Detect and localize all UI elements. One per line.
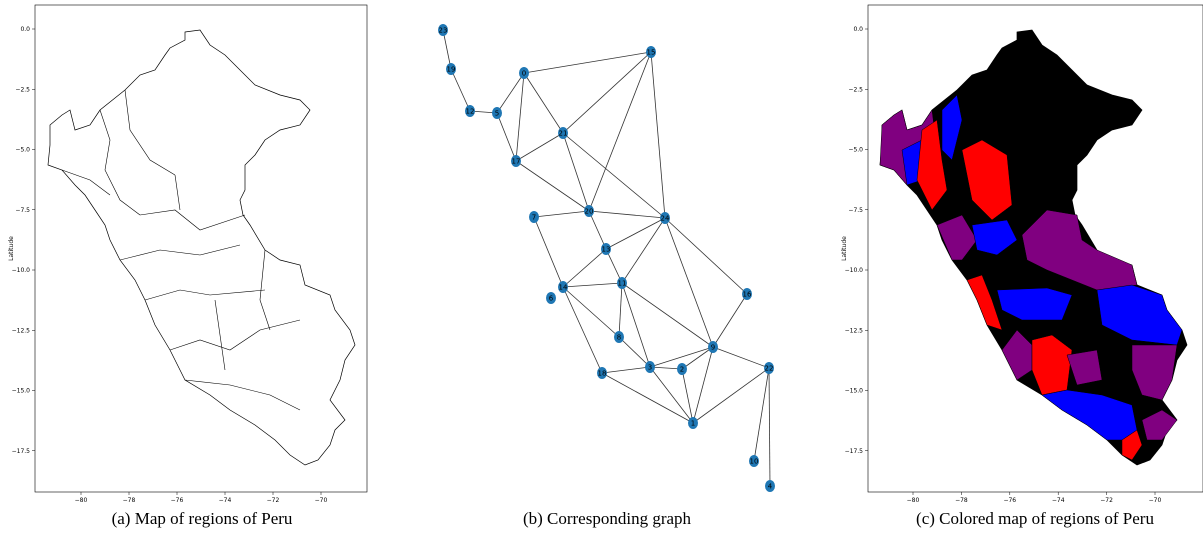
graph-edge (563, 283, 622, 287)
node-label: 5 (495, 110, 499, 118)
graph-edge (602, 367, 650, 373)
node-label: 16 (743, 291, 752, 299)
graph-edge (589, 211, 665, 218)
node-label: 11 (618, 280, 627, 288)
node-label: 13 (602, 246, 611, 254)
x-tick-label: −74 (219, 497, 232, 504)
graph-edge (769, 368, 770, 486)
y-tick-label: −10.0 (845, 267, 864, 274)
graph-edge (497, 73, 524, 113)
graph-edge (606, 218, 665, 249)
node-label: 24 (661, 215, 670, 223)
graph-edge (534, 217, 563, 287)
node-label: 18 (598, 370, 607, 378)
caption: (a) Map of regions of Peru (22, 509, 382, 529)
y-tick-label: −7.5 (848, 207, 863, 214)
node-label: 3 (648, 364, 652, 372)
graph-edge (516, 161, 589, 211)
graph-edge (516, 73, 524, 161)
graph-edge (682, 369, 693, 423)
x-tick-label: −76 (171, 497, 184, 504)
x-tick-label: −72 (267, 497, 280, 504)
graph-edge (713, 347, 769, 368)
y-tick-label: −7.5 (15, 207, 30, 214)
caption: (c) Colored map of regions of Peru (855, 509, 1203, 529)
y-tick-label: 0.0 (20, 26, 30, 33)
node-label: 8 (617, 334, 621, 342)
node-label: 0 (522, 70, 526, 78)
graph-edge (516, 133, 563, 161)
x-tick-label: −76 (1003, 497, 1016, 504)
y-tick-label: −10.0 (12, 267, 31, 274)
graph-edge (619, 283, 622, 337)
graph-edge (534, 211, 589, 217)
graph-edge (651, 52, 665, 218)
y-tick-label: −12.5 (12, 327, 31, 334)
node-label: 10 (750, 458, 759, 466)
node-label: 19 (447, 66, 456, 74)
x-tick-label: −78 (955, 497, 968, 504)
y-tick-label: −17.5 (845, 448, 864, 455)
graph-edge (650, 367, 693, 423)
graph-edge (589, 52, 651, 211)
node-label: 12 (466, 108, 475, 116)
graph-edge (754, 368, 769, 461)
node-label: 7 (532, 214, 536, 222)
graph-edge (589, 211, 606, 249)
node-label: 15 (647, 49, 656, 57)
node-label: 2 (680, 366, 684, 374)
node-label: 21 (559, 130, 568, 138)
graph-edge (563, 133, 665, 218)
figure-panels: −80 −78 −76 −74 −72 −70 0.0 −2.5 −5.0 −7.5 −10.0 −1… (0, 0, 1203, 505)
x-tick-label: −80 (907, 497, 920, 504)
y-axis-label: Latitude (8, 236, 15, 261)
y-tick-label: 0.0 (853, 26, 863, 33)
x-tick-label: −80 (75, 497, 88, 504)
x-tick-label: −72 (1100, 497, 1113, 504)
node-label: 9 (711, 344, 715, 352)
graph-edge (622, 283, 713, 347)
map-outline (48, 30, 355, 465)
y-tick-label: −5.0 (15, 147, 30, 154)
y-tick-label: −17.5 (12, 448, 31, 455)
node-label: 17 (512, 158, 521, 166)
node-label: 4 (768, 483, 773, 491)
node-label: 14 (559, 284, 568, 292)
graph-edge (665, 218, 713, 347)
y-tick-label: −15.0 (12, 388, 31, 395)
y-tick-label: −5.0 (848, 147, 863, 154)
graph-edge (563, 249, 606, 287)
node-label: 22 (765, 365, 774, 373)
y-tick-label: −12.5 (845, 327, 864, 334)
node-label: 20 (585, 208, 594, 216)
node-label: 23 (439, 27, 448, 35)
graph-edge (563, 287, 602, 373)
y-tick-label: −2.5 (848, 86, 863, 93)
graph-edge (622, 283, 650, 367)
graph-edge (563, 133, 589, 211)
y-tick-label: −2.5 (15, 86, 30, 93)
y-axis-label: Latitude (841, 236, 848, 261)
graph-edge (563, 287, 619, 337)
caption: (b) Corresponding graph (427, 509, 787, 529)
graph-edge (524, 73, 563, 133)
graph-edge (693, 368, 769, 423)
graph-edge (451, 69, 470, 111)
x-tick-label: −74 (1052, 497, 1065, 504)
figure: −80 −78 −76 −74 −72 −70 0.0 −2.5 −5.0 −7.5 −10.0 −1… (0, 0, 1203, 547)
graph-edge (497, 113, 516, 161)
graph-edge (713, 294, 747, 347)
x-tick-label: −70 (315, 497, 328, 504)
x-tick-label: −78 (123, 497, 136, 504)
graph-edge (693, 347, 713, 423)
graph-edge (665, 218, 747, 294)
node-label: 1 (691, 420, 695, 428)
node-label: 6 (549, 295, 554, 303)
graph-edge (602, 373, 693, 423)
graph-edge (622, 218, 665, 283)
graph-edge (443, 30, 451, 69)
y-tick-label: −15.0 (845, 388, 864, 395)
x-tick-label: −70 (1149, 497, 1162, 504)
